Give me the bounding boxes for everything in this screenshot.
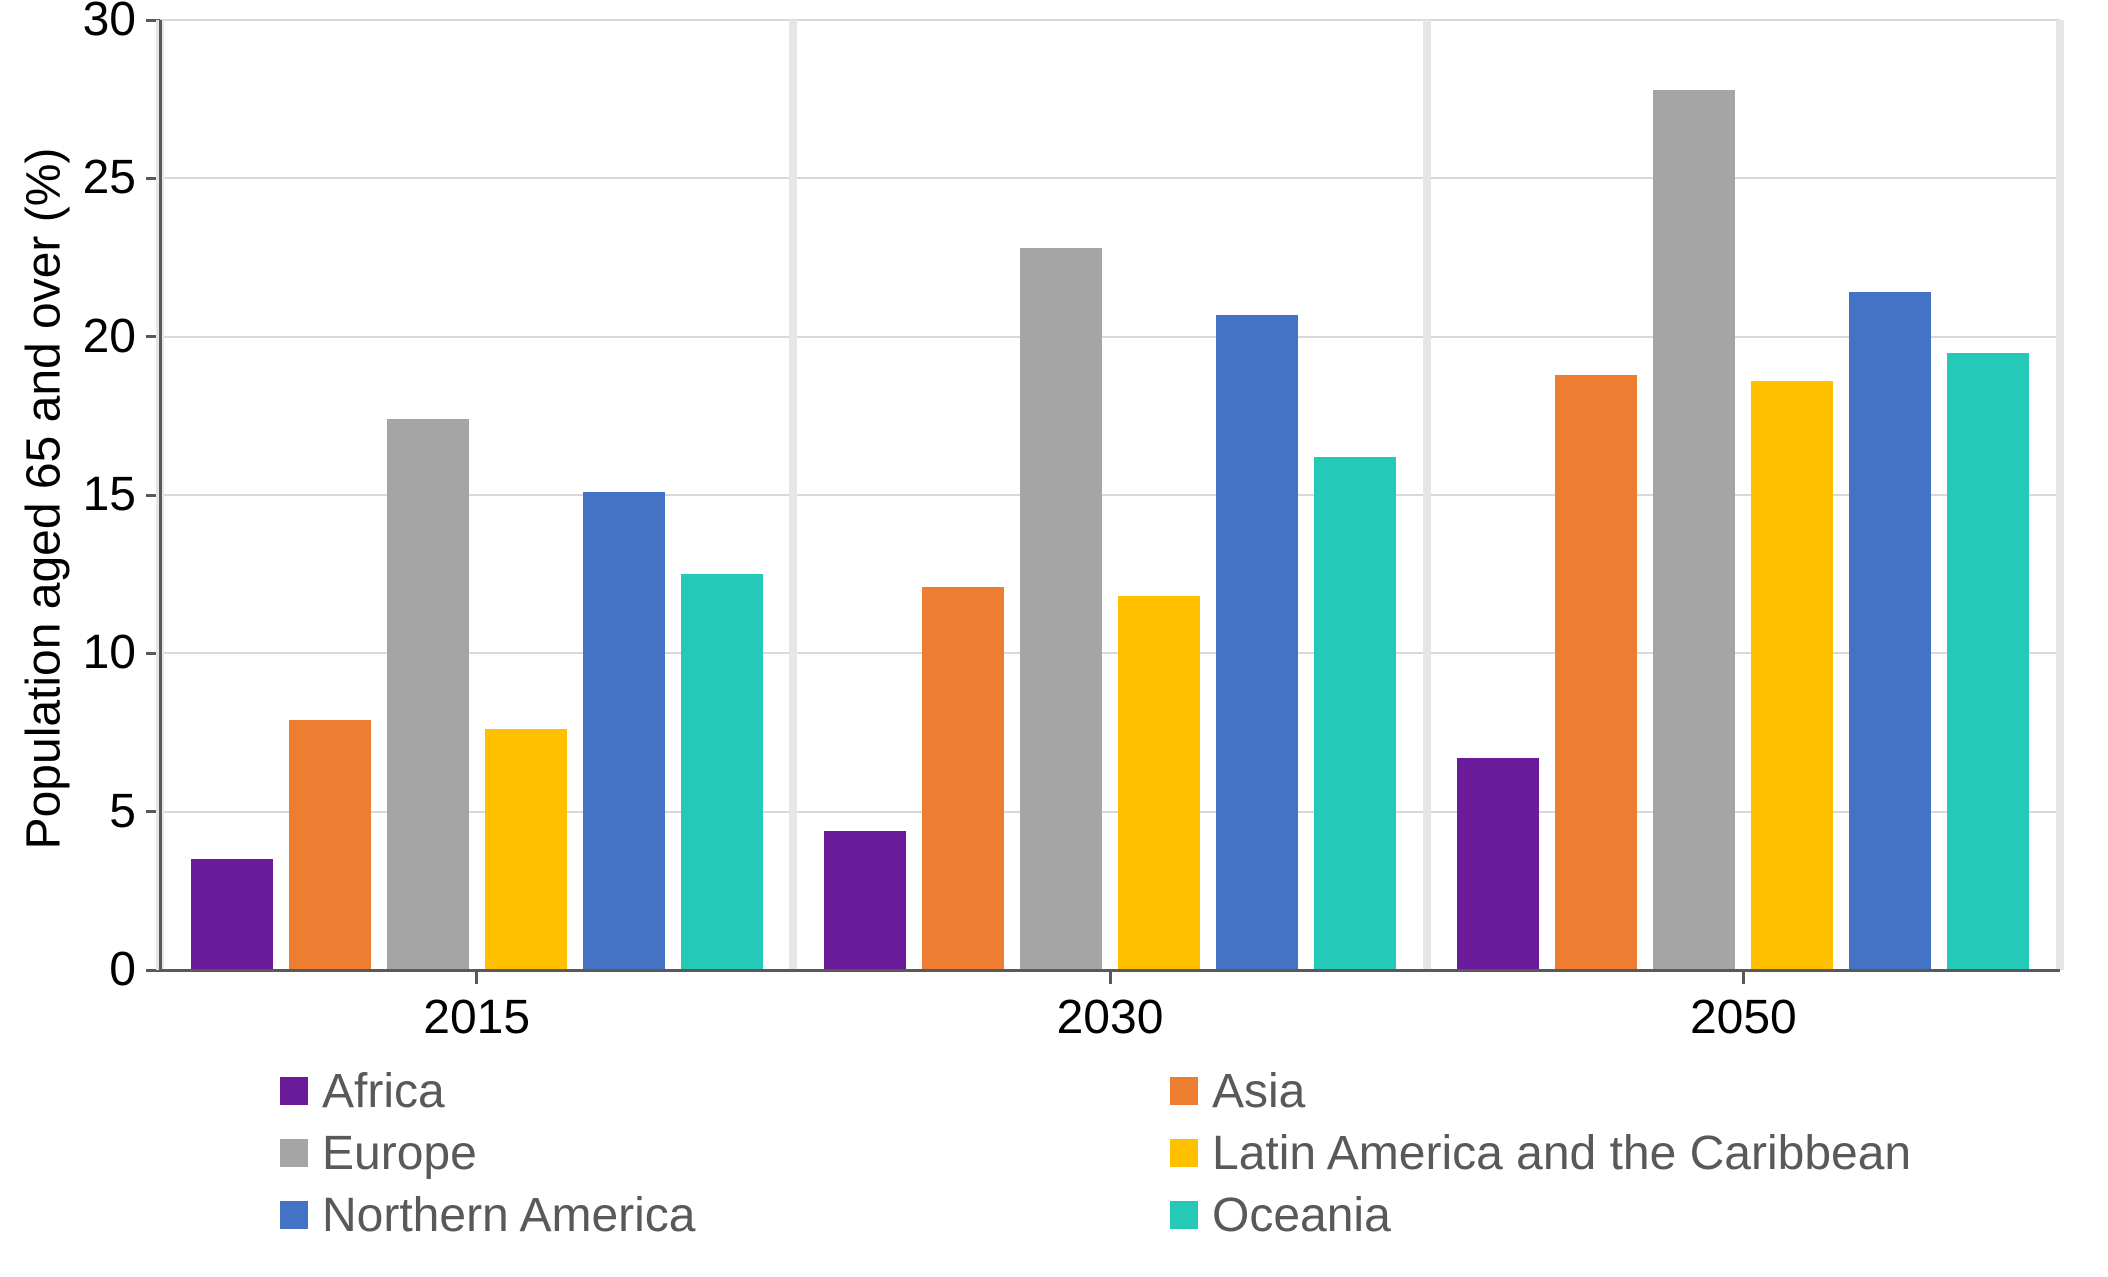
bar	[1457, 758, 1539, 970]
y-tick-label: 15	[46, 467, 136, 522]
legend-item: Northern America	[280, 1184, 1170, 1246]
legend-label: Oceania	[1212, 1188, 1391, 1243]
legend-swatch	[1170, 1077, 1198, 1105]
bar	[1947, 353, 2029, 971]
gridline	[160, 19, 2060, 21]
legend-label: Northern America	[322, 1188, 695, 1243]
legend-item: Oceania	[1170, 1184, 2060, 1246]
x-axis-line	[160, 969, 2060, 972]
x-tick-mark	[1742, 970, 1745, 984]
x-tick-label: 2015	[327, 990, 627, 1045]
panel-separator	[1423, 20, 1431, 970]
legend-item: Latin America and the Caribbean	[1170, 1122, 2060, 1184]
y-tick-label: 5	[46, 784, 136, 839]
x-tick-label: 2050	[1593, 990, 1893, 1045]
y-tick-label: 10	[46, 625, 136, 680]
legend-label: Latin America and the Caribbean	[1212, 1126, 1911, 1181]
chart-container: Population aged 65 and over (%) 05101520…	[0, 0, 2108, 1277]
bar	[1020, 248, 1102, 970]
bar	[1118, 596, 1200, 970]
legend-swatch	[280, 1077, 308, 1105]
bar	[1653, 90, 1735, 970]
x-tick-mark	[475, 970, 478, 984]
bar	[583, 492, 665, 970]
bar	[191, 859, 273, 970]
bar	[1216, 315, 1298, 971]
bar	[289, 720, 371, 970]
legend-swatch	[280, 1201, 308, 1229]
legend-label: Asia	[1212, 1064, 1305, 1119]
gridline	[160, 177, 2060, 179]
legend-item: Africa	[280, 1060, 1170, 1122]
x-tick-mark	[1109, 970, 1112, 984]
x-tick-label: 2030	[960, 990, 1260, 1045]
bar	[1849, 292, 1931, 970]
y-tick-label: 30	[46, 0, 136, 47]
bar	[681, 574, 763, 970]
gridline	[160, 336, 2060, 338]
panel-separator	[789, 20, 797, 970]
bar	[1751, 381, 1833, 970]
legend-label: Africa	[322, 1064, 445, 1119]
y-tick-label: 25	[46, 150, 136, 205]
bar	[824, 831, 906, 970]
bar	[1314, 457, 1396, 970]
legend-swatch	[1170, 1139, 1198, 1167]
legend-label: Europe	[322, 1126, 477, 1181]
bar	[1555, 375, 1637, 970]
bar	[922, 587, 1004, 970]
bar	[485, 729, 567, 970]
legend-swatch	[280, 1139, 308, 1167]
bar	[387, 419, 469, 970]
legend: Africa Asia Europe Latin America and the Ca…	[280, 1060, 2060, 1246]
y-axis-line	[159, 20, 162, 970]
legend-swatch	[1170, 1201, 1198, 1229]
y-tick-label: 0	[46, 942, 136, 997]
panel-edge	[2056, 20, 2064, 970]
y-tick-label: 20	[46, 309, 136, 364]
legend-item: Europe	[280, 1122, 1170, 1184]
legend-item: Asia	[1170, 1060, 2060, 1122]
